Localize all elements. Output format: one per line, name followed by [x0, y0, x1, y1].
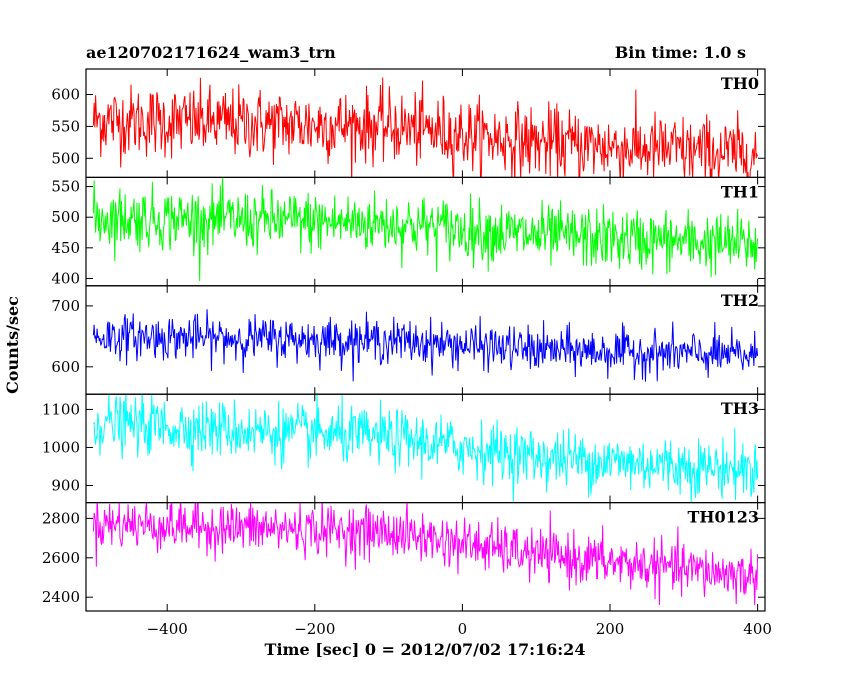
x-tick-label: 200: [596, 620, 625, 638]
y-tick-label: 1000: [42, 438, 80, 456]
panel-th2: 600 700 TH2: [51, 285, 766, 395]
y-axis-label: Counts/sec: [3, 296, 22, 394]
series-line-th2: [92, 309, 759, 382]
y-tick-label: 1100: [42, 400, 80, 418]
y-tick-label: 400: [51, 269, 80, 287]
series-line-th1: [92, 177, 759, 281]
x-tick-label: 400: [743, 620, 772, 638]
y-tick-label: 600: [51, 358, 80, 376]
y-tick-label: 500: [51, 149, 80, 167]
series-line-th0: [92, 77, 759, 178]
series-label-th0: TH0: [721, 74, 759, 93]
y-tick-label: 2400: [42, 588, 80, 606]
y-tick-label: 2600: [42, 549, 80, 567]
x-axis-label: Time [sec] 0 = 2012/07/02 17:16:24: [265, 640, 586, 659]
x-tick-label: −400: [147, 620, 188, 638]
y-tick-label: 700: [51, 297, 80, 315]
chart-subtitle: Bin time: 1.0 s: [615, 43, 746, 62]
y-tick-label: 450: [51, 239, 80, 257]
y-tick-label: 600: [51, 86, 80, 104]
x-tick-label: 0: [458, 620, 468, 638]
series-label-th3: TH3: [721, 399, 759, 418]
panel-th0123: 2400 2600 2800 TH0123: [42, 502, 766, 612]
series-label-th2: TH2: [721, 291, 759, 310]
x-tick-label: −200: [294, 620, 335, 638]
y-tick-label: 550: [51, 178, 80, 196]
panel-th0: 500 550 600 TH0: [51, 68, 766, 179]
y-tick-label: 900: [51, 476, 80, 494]
series-label-th0123: TH0123: [687, 508, 759, 527]
panels-group: 500 550 600 TH0 400 450 500 550 TH1 600 700 TH2 900 1…: [42, 68, 772, 638]
panel-frame: [85, 502, 766, 612]
panel-th3: 900 1000 1100 TH3: [42, 393, 766, 504]
chart-title: ae120702171624_wam3_trn: [86, 43, 336, 62]
panel-th1: 400 450 500 550 TH1: [51, 176, 766, 287]
series-line-th3: [92, 394, 759, 503]
y-tick-label: 550: [51, 117, 80, 135]
y-tick-label: 2800: [42, 509, 80, 527]
series-label-th1: TH1: [721, 182, 759, 201]
y-tick-label: 500: [51, 208, 80, 226]
series-line-th0123: [92, 502, 759, 606]
